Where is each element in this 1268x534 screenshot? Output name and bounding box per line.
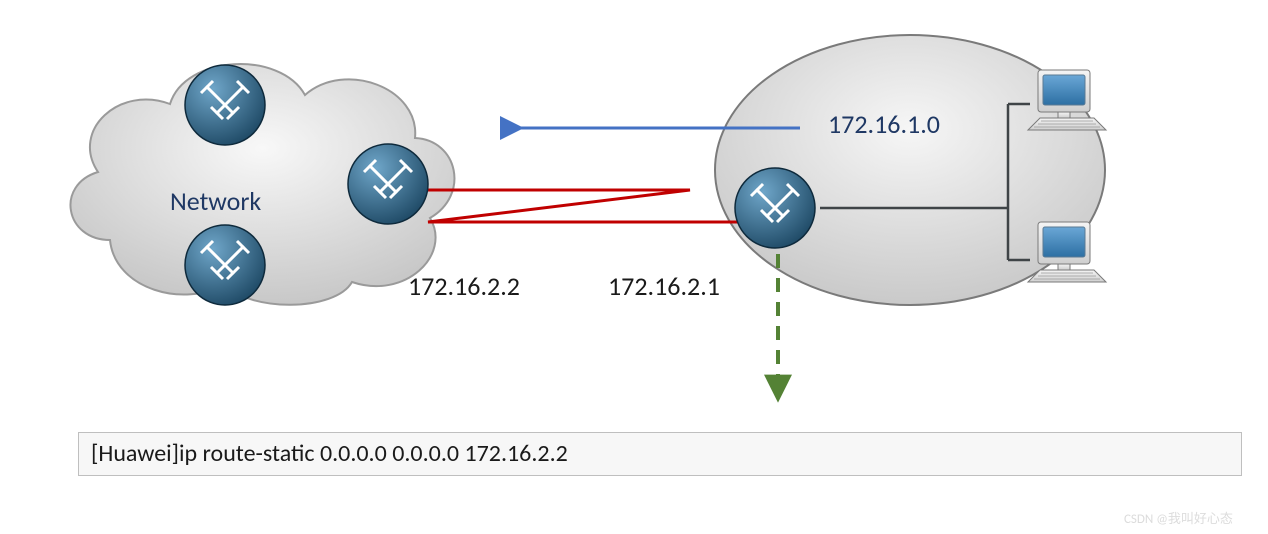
router-icon [185, 65, 265, 145]
ip-left-label: 172.16.2.2 [408, 270, 520, 302]
ip-right-label: 172.16.2.1 [608, 270, 720, 302]
watermark: CSDN @我叫好心态 [1124, 508, 1233, 527]
router-icon [348, 144, 428, 224]
pc-icon [1028, 222, 1106, 282]
command-text: [Huawei]ip route-static 0.0.0.0 0.0.0.0 … [91, 439, 568, 468]
pc-icon [1028, 70, 1106, 130]
router-icon [185, 225, 265, 305]
command-box: [Huawei]ip route-static 0.0.0.0 0.0.0.0 … [78, 432, 1242, 476]
subnet-label: 172.16.1.0 [828, 108, 940, 140]
serial-link [420, 190, 740, 222]
router-icon [735, 168, 815, 248]
network-label: Network [170, 185, 261, 217]
